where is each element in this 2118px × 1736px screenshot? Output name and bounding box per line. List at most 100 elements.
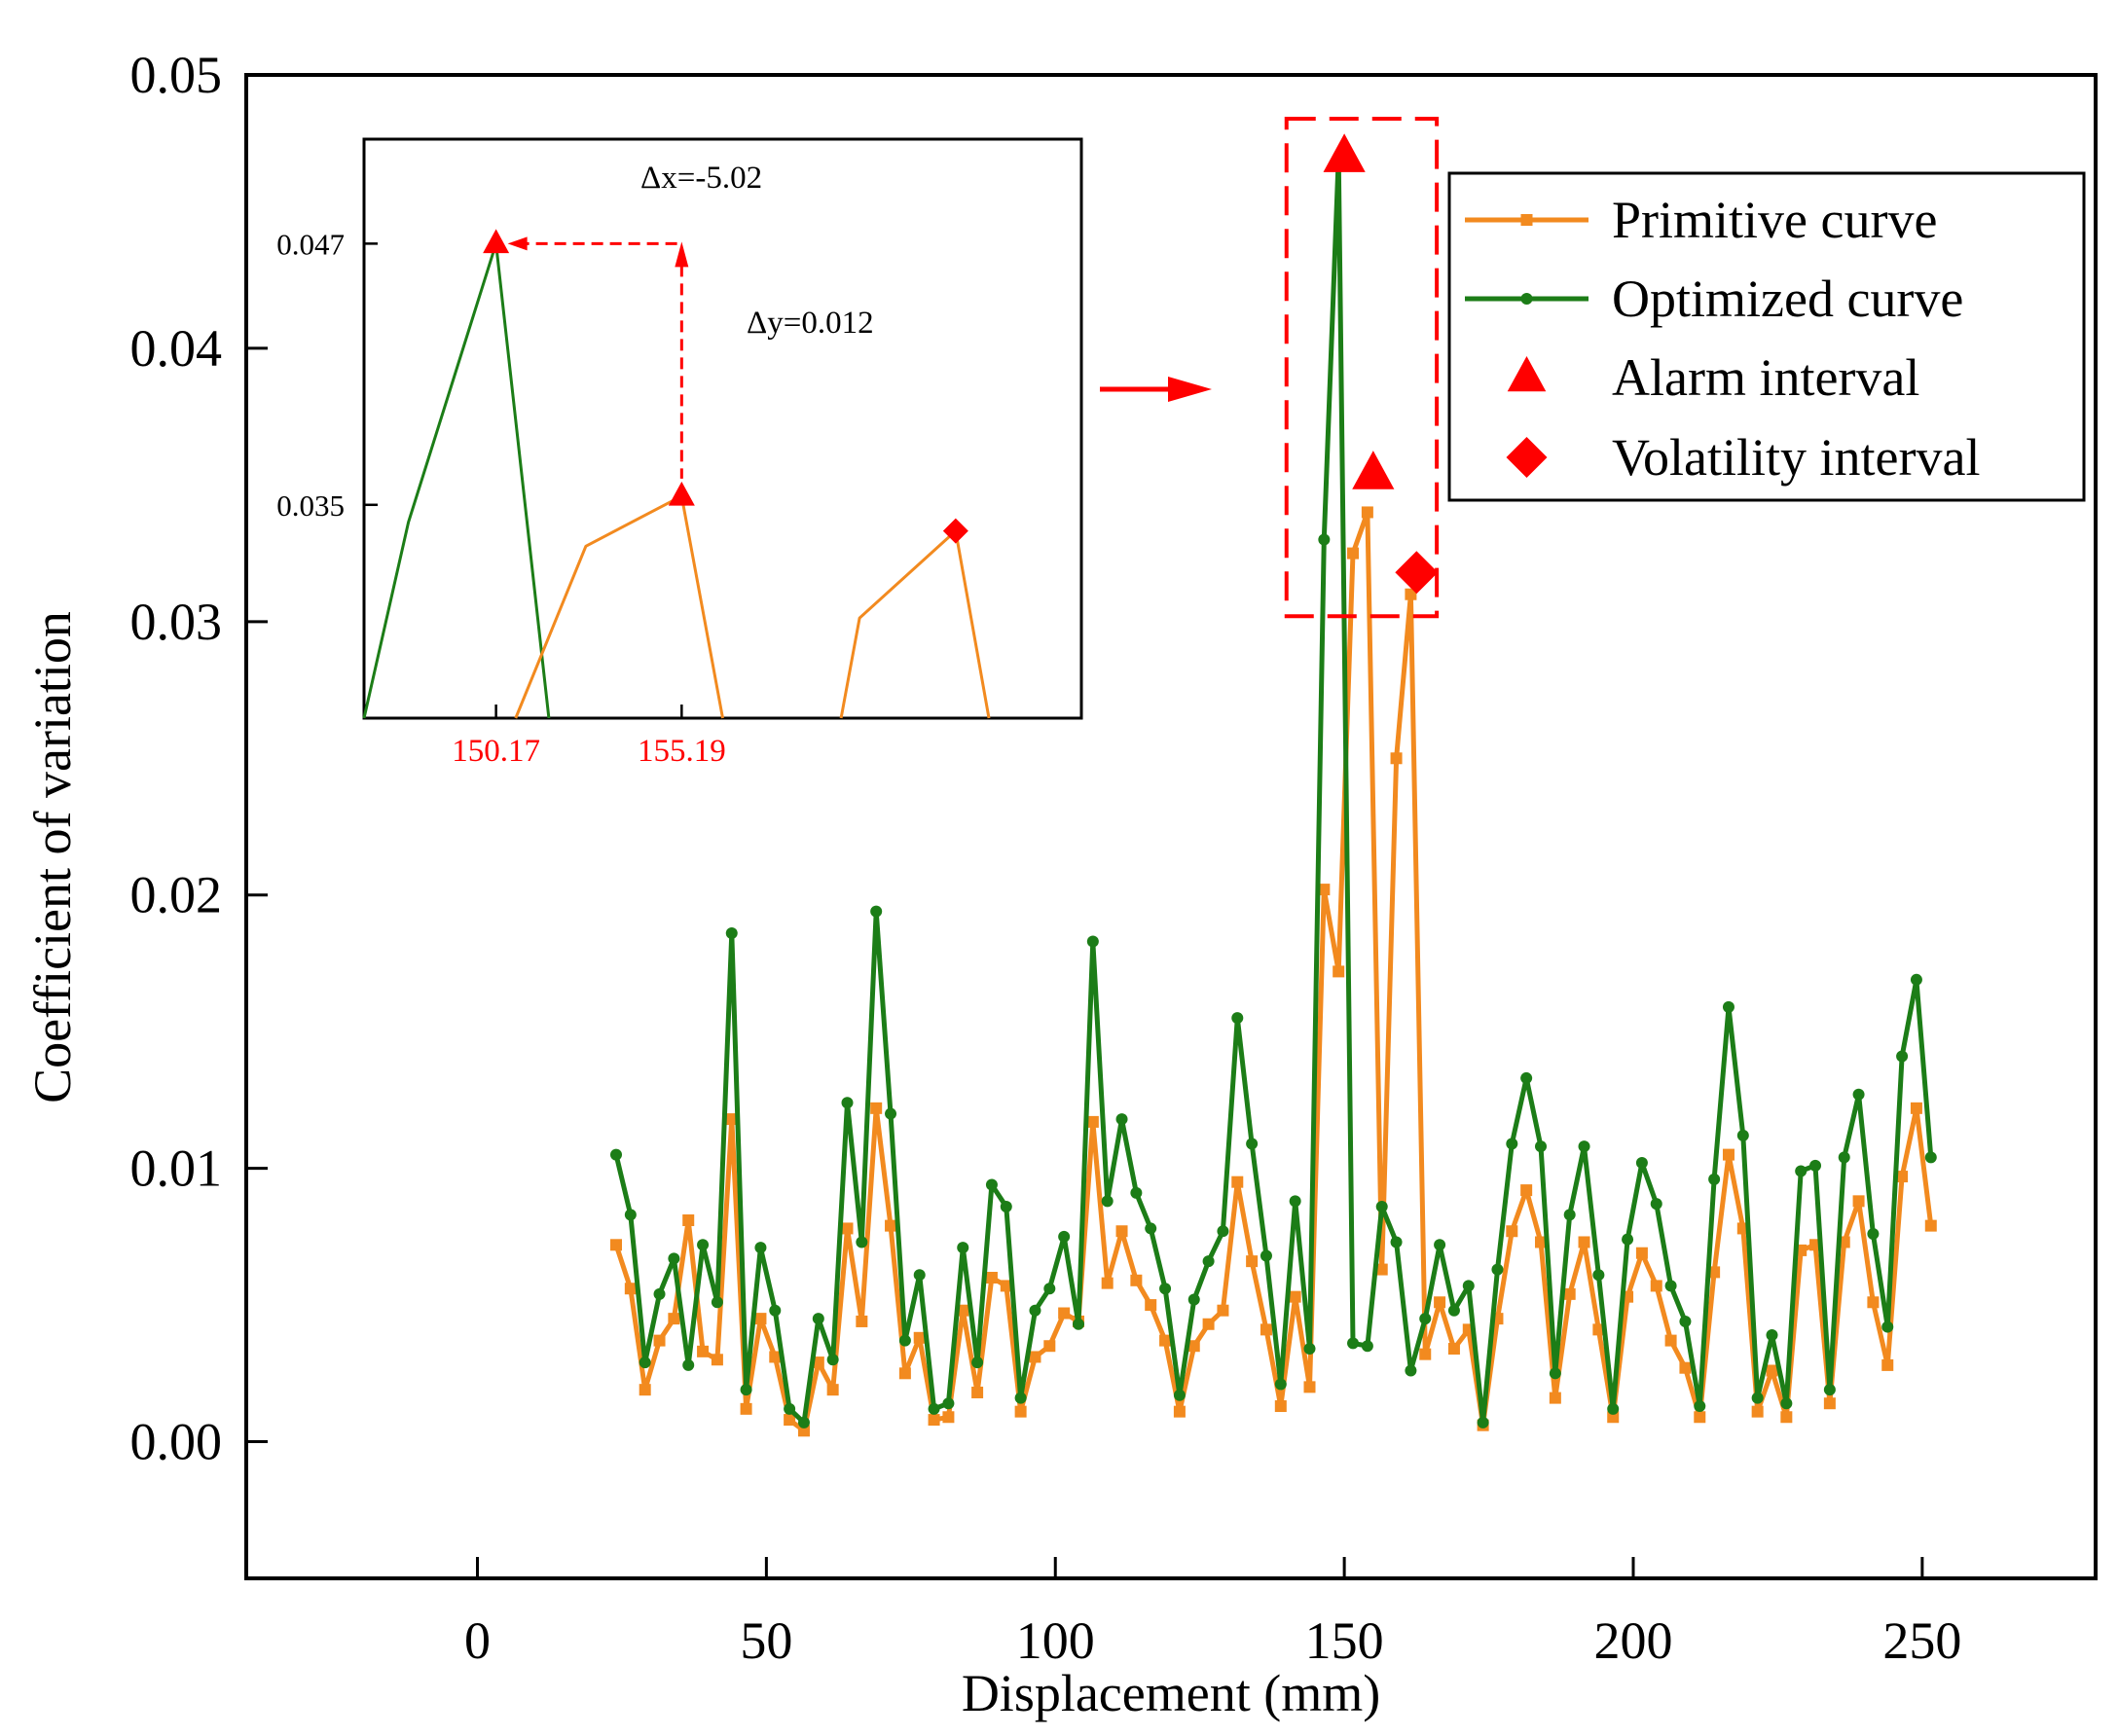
inset-frame [362,137,1083,720]
data-point-primitive [653,1334,666,1347]
inset-volatility-marker [942,518,968,544]
data-point-primitive [1434,1296,1446,1309]
data-point-primitive [797,1425,810,1437]
data-point-primitive [1896,1171,1909,1183]
inset-series-line-primitive [514,494,724,719]
data-point-primitive [1217,1304,1229,1317]
data-point-optimized [610,1148,622,1161]
data-point-optimized [1246,1138,1259,1150]
data-point-optimized [754,1242,767,1254]
data-point-primitive [1260,1323,1272,1336]
data-point-primitive [1274,1400,1287,1413]
data-point-optimized [942,1397,955,1410]
data-point-primitive [1159,1334,1172,1347]
data-point-optimized [1694,1400,1706,1413]
data-point-primitive [740,1402,752,1415]
legend-marker-primitive [1520,214,1533,226]
data-point-primitive [1173,1405,1186,1418]
data-point-primitive [1347,547,1360,560]
inset-alarm-marker [668,481,695,506]
inset-dx-label: Δx=-5.02 [640,161,762,196]
data-point-optimized [1405,1364,1417,1377]
data-point-primitive [1390,752,1403,765]
data-point-primitive [870,1102,883,1114]
data-point-optimized [1635,1157,1648,1170]
data-point-optimized [1881,1320,1894,1333]
data-point-optimized [1159,1283,1172,1295]
y-tick-label: 0.04 [130,319,223,378]
data-point-optimized [1434,1239,1446,1251]
data-point-optimized [957,1242,969,1254]
inset-x-tick-label: 155.19 [638,734,726,769]
legend-label-primitive: Primitive curve [1612,191,1937,249]
data-point-primitive [1202,1318,1215,1330]
y-tick-label: 0.00 [130,1413,223,1471]
data-point-primitive [697,1345,710,1357]
data-point-primitive [928,1414,940,1427]
data-point-primitive [1578,1236,1590,1248]
data-point-optimized [639,1356,651,1369]
data-point-optimized [913,1269,926,1282]
data-point-primitive [957,1304,969,1317]
data-point-optimized [1447,1304,1460,1317]
data-point-primitive [1607,1411,1620,1424]
data-point-optimized [1058,1230,1071,1243]
data-point-optimized [1650,1198,1662,1211]
data-point-optimized [1217,1225,1229,1238]
legend-label-alarm: Alarm interval [1612,348,1919,407]
data-point-primitive [682,1214,695,1227]
data-point-optimized [928,1402,940,1415]
data-point-optimized [653,1287,666,1300]
data-point-primitive [1708,1266,1721,1279]
data-point-optimized [1347,1337,1360,1350]
data-point-optimized [1260,1249,1272,1262]
y-tick-label: 0.05 [130,46,223,104]
data-point-primitive [610,1239,622,1251]
data-point-primitive [1086,1115,1099,1128]
data-point-primitive [1694,1411,1706,1424]
highlight-box [1284,116,1440,619]
data-point-primitive [1520,1184,1533,1197]
data-point-optimized [898,1334,911,1347]
data-point-primitive [1924,1219,1937,1232]
data-point-optimized [682,1358,695,1371]
data-point-optimized [971,1356,984,1369]
data-point-optimized [870,905,883,918]
data-point-optimized [697,1239,710,1251]
data-point-optimized [725,927,738,940]
x-tick-label: 100 [1016,1611,1095,1670]
data-point-optimized [1477,1416,1489,1429]
legend: Primitive curve Optimized curve Alarm in… [1447,171,2086,502]
data-point-optimized [1086,935,1099,948]
data-point-primitive [1535,1236,1547,1248]
volatility-marker [1395,551,1439,595]
data-point-primitive [1766,1364,1778,1377]
data-point-primitive [1867,1296,1880,1309]
data-point-optimized [1664,1280,1677,1292]
data-point-primitive [1881,1358,1894,1371]
data-point-primitive [1635,1247,1648,1259]
data-point-primitive [1130,1274,1143,1286]
data-point-primitive [1145,1299,1157,1312]
data-point-optimized [1592,1269,1605,1282]
data-point-optimized [826,1354,839,1366]
series-line-optimized [613,154,1934,1426]
legend-box [1447,171,2086,502]
data-point-primitive [1751,1405,1764,1418]
inset-x-tick-label: 150.17 [452,734,540,769]
data-point-primitive [624,1283,637,1295]
data-point-primitive [1000,1280,1012,1292]
x-axis-label: Displacement (mm) [962,1664,1380,1722]
data-point-optimized [1000,1200,1012,1212]
data-point-primitive [942,1411,955,1424]
data-point-optimized [985,1178,998,1191]
data-point-optimized [797,1416,810,1429]
data-point-primitive [1664,1334,1677,1347]
data-point-optimized [1679,1315,1692,1327]
data-point-optimized [1809,1159,1822,1172]
data-point-primitive [1318,884,1331,896]
data-point-optimized [1274,1378,1287,1391]
data-point-primitive [1592,1323,1605,1336]
inset-dy-arrow-head [675,241,689,268]
